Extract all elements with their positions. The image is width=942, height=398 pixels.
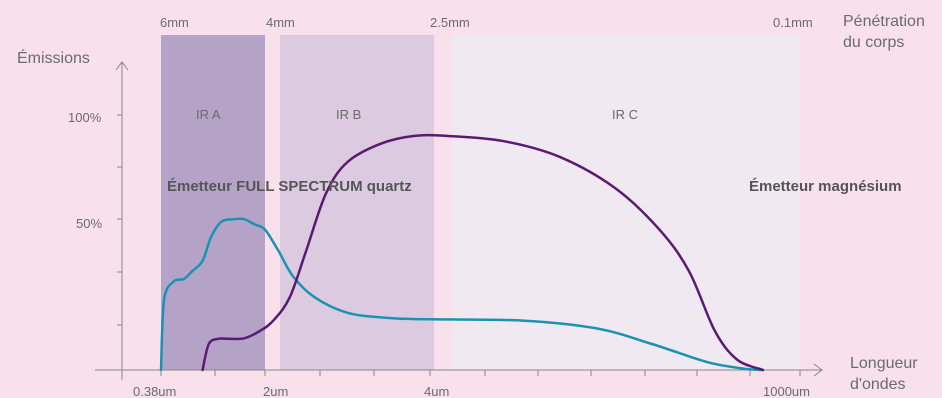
penetration-label-line-1: Pénétration: [843, 13, 925, 30]
band-ir-a: [161, 35, 265, 370]
x-tick-label-4um: 4um: [424, 384, 449, 398]
y-axis-label: Émissions: [17, 48, 90, 67]
x-axis-arrow: [813, 363, 823, 377]
penetration-label-line-2: du corps: [843, 34, 904, 51]
penetration-tick-2-5mm: 2.5mm: [430, 15, 470, 30]
band-ir-c: [452, 35, 800, 370]
x-axis-label-line-2: d'ondes: [850, 376, 906, 393]
y-tick-label-50: 50%: [76, 216, 102, 231]
band-label-ir-b: IR B: [336, 107, 361, 122]
x-tick-label-1000um: 1000um: [763, 384, 810, 398]
series-label-magnesium: Émetteur magnésium: [749, 178, 902, 195]
x-tick-label-2um: 2um: [263, 384, 288, 398]
y-axis-arrow: [115, 61, 129, 71]
x-tick-label-0-38um: 0.38um: [133, 384, 176, 398]
penetration-tick-6mm: 6mm: [160, 15, 189, 30]
series-line-quartz: [159, 217, 765, 372]
y-tick-label-100: 100%: [68, 110, 102, 125]
series-label-quartz: Émetteur FULL SPECTRUM quartz: [167, 178, 412, 195]
penetration-tick-4mm: 4mm: [266, 15, 295, 30]
band-label-ir-a: IR A: [196, 107, 221, 122]
band-label-ir-c: IR C: [612, 107, 638, 122]
x-axis-label-line-1: Longueur: [850, 355, 918, 372]
penetration-tick-0-1mm: 0.1mm: [773, 15, 813, 30]
series-line-magnesium: [201, 133, 765, 372]
